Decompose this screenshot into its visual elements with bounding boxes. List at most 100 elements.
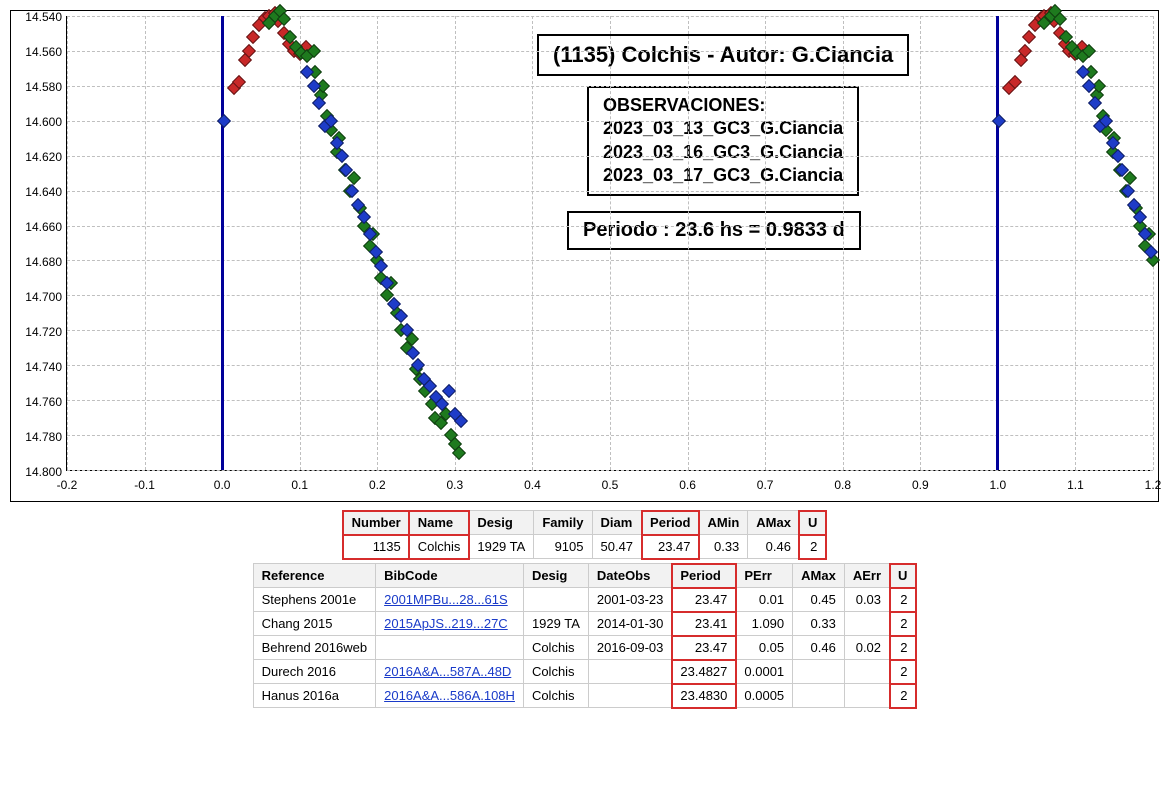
x-tick-label: 1.1 xyxy=(1067,478,1084,492)
table-row: Hanus 2016a 2016A&A...586A.108H Colchis 23.… xyxy=(253,684,916,708)
ref-cell: 2 xyxy=(890,612,916,636)
summary-table: NumberNameDesigFamilyDiamPeriodAMinAMaxU… xyxy=(343,510,827,559)
table-row: Behrend 2016webColchis2016-09-0323.470.0… xyxy=(253,636,916,660)
ref-cell: 0.45 xyxy=(793,588,845,612)
ref-header-dateobs: DateObs xyxy=(588,564,672,588)
ref-cell: 23.41 xyxy=(672,612,736,636)
y-tick-label: 14.680 xyxy=(25,255,62,269)
y-tick-label: 14.640 xyxy=(25,185,62,199)
ref-cell: Stephens 2001e xyxy=(253,588,376,612)
y-tick-label: 14.740 xyxy=(25,360,62,374)
y-tick-label: 14.620 xyxy=(25,150,62,164)
bibcode-link[interactable]: 2001MPBu...28...61S xyxy=(384,592,508,607)
ref-header-period: Period xyxy=(672,564,736,588)
x-tick-label: 0.3 xyxy=(447,478,464,492)
ref-cell: 2 xyxy=(890,684,916,708)
ref-cell: 2015ApJS..219...27C xyxy=(376,612,524,636)
ref-cell xyxy=(523,588,588,612)
observation-line: 2023_03_17_GC3_G.Ciancia xyxy=(603,164,843,187)
y-tick-label: 14.540 xyxy=(25,10,62,24)
y-tick-label: 14.560 xyxy=(25,45,62,59)
ref-header-u: U xyxy=(890,564,916,588)
summary-cell: 1135 xyxy=(343,535,409,559)
summary-cell: 9105 xyxy=(534,535,592,559)
ref-cell: 2 xyxy=(890,660,916,684)
summary-cell: 2 xyxy=(799,535,825,559)
ref-cell: 2014-01-30 xyxy=(588,612,672,636)
ref-header-bibcode: BibCode xyxy=(376,564,524,588)
x-tick-label: -0.1 xyxy=(134,478,155,492)
ref-cell: 0.03 xyxy=(844,588,889,612)
data-point xyxy=(992,114,1006,128)
ref-cell xyxy=(793,684,845,708)
x-tick-label: 0.8 xyxy=(834,478,851,492)
x-tick-label: 0.0 xyxy=(214,478,231,492)
ref-cell: 23.4827 xyxy=(672,660,736,684)
bibcode-link[interactable]: 2016A&A...586A.108H xyxy=(384,688,515,703)
period-marker-line xyxy=(221,16,224,470)
ref-cell: 0.01 xyxy=(736,588,793,612)
summary-cell: 23.47 xyxy=(642,535,699,559)
summary-header-amin: AMin xyxy=(699,511,748,535)
y-tick-label: 14.720 xyxy=(25,325,62,339)
ref-cell xyxy=(376,636,524,660)
ref-cell: 0.0001 xyxy=(736,660,793,684)
ref-cell: Hanus 2016a xyxy=(253,684,376,708)
ref-cell: 23.47 xyxy=(672,588,736,612)
data-point xyxy=(217,114,231,128)
ref-cell: 1.090 xyxy=(736,612,793,636)
observations-box: OBSERVACIONES: 2023_03_13_GC3_G.Ciancia2… xyxy=(587,86,859,196)
observation-line: 2023_03_16_GC3_G.Ciancia xyxy=(603,141,843,164)
summary-header-period: Period xyxy=(642,511,699,535)
period-text: Periodo : 23.6 hs = 0.9833 d xyxy=(583,219,845,241)
summary-cell: 0.33 xyxy=(699,535,748,559)
ref-cell: 0.46 xyxy=(793,636,845,660)
y-tick-label: 14.660 xyxy=(25,220,62,234)
ref-header-perr: PErr xyxy=(736,564,793,588)
summary-cell: 1929 TA xyxy=(469,535,534,559)
ref-cell xyxy=(793,660,845,684)
table-row: Chang 20152015ApJS..219...27C1929 TA2014… xyxy=(253,612,916,636)
summary-header-amax: AMax xyxy=(748,511,800,535)
data-point xyxy=(1022,30,1036,44)
y-tick-label: 14.760 xyxy=(25,395,62,409)
ref-cell: 2 xyxy=(890,636,916,660)
x-tick-label: 1.0 xyxy=(990,478,1007,492)
observations-header: OBSERVACIONES: xyxy=(603,94,843,117)
ref-cell xyxy=(588,660,672,684)
ref-cell: Colchis xyxy=(523,684,588,708)
ref-cell: 2001-03-23 xyxy=(588,588,672,612)
ref-cell xyxy=(844,612,889,636)
ref-cell: 0.33 xyxy=(793,612,845,636)
summary-header-number: Number xyxy=(343,511,409,535)
ref-header-reference: Reference xyxy=(253,564,376,588)
ref-cell: 2001MPBu...28...61S xyxy=(376,588,524,612)
ref-cell xyxy=(844,684,889,708)
y-tick-label: 14.600 xyxy=(25,115,62,129)
ref-cell: 2016A&A...586A.108H xyxy=(376,684,524,708)
phase-curve-chart: 14.54014.56014.58014.60014.62014.64014.6… xyxy=(10,10,1159,502)
ref-cell: 0.05 xyxy=(736,636,793,660)
ref-header-amax: AMax xyxy=(793,564,845,588)
bibcode-link[interactable]: 2016A&A...587A..48D xyxy=(384,664,511,679)
ref-cell xyxy=(588,684,672,708)
bibcode-link[interactable]: 2015ApJS..219...27C xyxy=(384,616,508,631)
ref-cell: 23.4830 xyxy=(672,684,736,708)
summary-cell: 50.47 xyxy=(592,535,642,559)
ref-cell: 1929 TA xyxy=(523,612,588,636)
chart-title-box: (1135) Colchis - Autor: G.Ciancia xyxy=(537,34,909,76)
references-table: ReferenceBibCodeDesigDateObsPeriodPErrAM… xyxy=(253,563,917,708)
summary-header-family: Family xyxy=(534,511,592,535)
x-tick-label: 0.9 xyxy=(912,478,929,492)
y-tick-label: 14.800 xyxy=(25,465,62,479)
summary-header-desig: Desig xyxy=(469,511,534,535)
x-tick-label: 1.2 xyxy=(1145,478,1162,492)
x-tick-label: -0.2 xyxy=(57,478,78,492)
ref-cell: 2 xyxy=(890,588,916,612)
ref-cell xyxy=(844,660,889,684)
x-tick-label: 0.2 xyxy=(369,478,386,492)
summary-header-diam: Diam xyxy=(592,511,642,535)
ref-cell: 0.02 xyxy=(844,636,889,660)
period-marker-line xyxy=(996,16,999,470)
ref-cell: 2016A&A...587A..48D xyxy=(376,660,524,684)
